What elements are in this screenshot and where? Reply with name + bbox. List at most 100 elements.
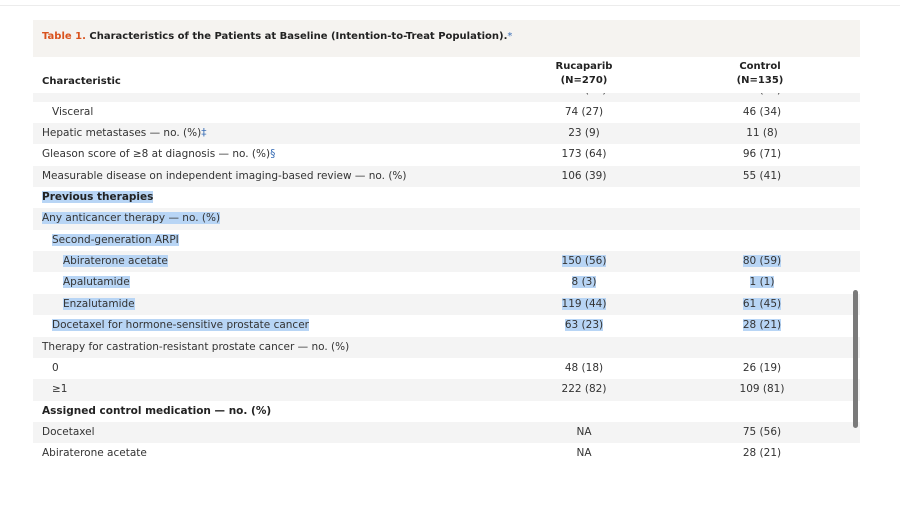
scrollbar[interactable]: [853, 290, 858, 428]
value-text: 11 (8): [746, 127, 778, 139]
value-text: 96 (71): [742, 148, 782, 161]
value-cell: 74 (27): [524, 102, 644, 123]
value-cell: 109 (81): [702, 379, 822, 400]
table-row: Visceral 74 (27) 46 (34): [33, 102, 860, 123]
caption-footnote-mark[interactable]: *: [507, 31, 513, 42]
value-text: 61 (45): [742, 297, 782, 310]
caption-title: Characteristics of the Patients at Basel…: [89, 31, 508, 42]
label-text: Any anticancer therapy — no. (%): [42, 212, 221, 225]
column-n: (N=135): [736, 75, 784, 86]
row-label: Therapy for castration-resistant prostat…: [42, 337, 349, 358]
row-label: Nodal: [52, 93, 82, 102]
header-characteristic: Characteristic: [42, 76, 121, 87]
value-text: 1 (1): [749, 276, 775, 289]
value-cell: 55 (41): [702, 166, 822, 187]
table-body: Nodal 118 (44) 60 (44) Visceral 74 (27) 46 (3…: [33, 93, 860, 466]
value-text: 75 (56): [742, 425, 782, 438]
value-text: 60 (44): [743, 93, 781, 96]
table-row: Assigned control medication — no. (%): [33, 401, 860, 422]
footnote-mark[interactable]: §: [270, 148, 276, 161]
label-text: Abiraterone acetate: [42, 447, 147, 460]
column-name: Control: [739, 61, 781, 72]
value-cell: NA: [524, 443, 644, 464]
value-text: 8 (3): [571, 276, 597, 289]
row-label: Second-generation ARPI: [52, 230, 179, 251]
row-label: Apalutamide: [63, 272, 130, 293]
table-row: Therapy for castration-resistant prostat…: [33, 336, 860, 358]
row-label: Previous therapies: [42, 187, 154, 208]
value-text: 55 (41): [742, 169, 782, 182]
value-cell: 119 (44): [524, 294, 644, 315]
value-text: 46 (34): [742, 105, 782, 118]
value-text: 80 (59): [742, 255, 782, 268]
value-cell: NA: [524, 422, 644, 443]
value-cell: 28 (21): [702, 443, 822, 464]
value-cell: 46 (34): [702, 102, 822, 123]
row-label: Any anticancer therapy — no. (%): [42, 208, 221, 229]
value-text: 173 (64): [561, 148, 607, 161]
label-text: Previous therapies: [42, 191, 154, 204]
label-text: Docetaxel: [42, 425, 95, 438]
table-row: Abiraterone acetate 150 (56) 80 (59): [33, 251, 860, 273]
label-text: 0: [52, 361, 59, 374]
table-row: Enzalutamide 119 (44) 61 (45): [33, 293, 860, 316]
value-cell: 28 (21): [702, 315, 822, 336]
row-label: Docetaxel for hormone-sensitive prostate…: [52, 315, 309, 336]
value-cell: 96 (71): [702, 144, 822, 165]
label-text: Nodal: [52, 93, 82, 96]
table-row: Apalutamide 8 (3) 1 (1): [33, 272, 860, 293]
value-text: 26 (19): [742, 361, 782, 374]
value-text: 74 (27): [564, 105, 604, 118]
value-cell: 63 (23): [524, 315, 644, 336]
row-label: 0: [52, 358, 59, 379]
row-label: ≥1: [52, 379, 67, 400]
row-label: Assigned control medication — no. (%): [42, 401, 271, 422]
label-text: Assigned control medication — no. (%): [42, 404, 272, 417]
value-text: 118 (44): [562, 93, 607, 96]
table-row: Hepatic metastases — no. (%)‡ 23 (9) 11 (8…: [33, 123, 860, 145]
row-label: Enzalutamide: [63, 294, 135, 315]
header-column: Control (N=135): [700, 60, 820, 88]
label-text: Enzalutamide: [63, 297, 135, 310]
column-n: (N=270): [560, 75, 608, 86]
value-text: 28 (21): [742, 319, 782, 332]
row-label: Abiraterone acetate: [42, 443, 147, 464]
value-cell: 118 (44): [524, 93, 644, 102]
value-text: NA: [576, 447, 592, 460]
value-text: 150 (56): [561, 255, 607, 268]
value-text: 28 (21): [742, 447, 782, 460]
value-cell: 75 (56): [702, 422, 822, 443]
value-cell: 222 (82): [524, 379, 644, 400]
label-text: Gleason score of ≥8 at diagnosis — no. (…: [42, 148, 271, 161]
table-row: Gleason score of ≥8 at diagnosis — no. (…: [33, 144, 860, 165]
table-row: Second-generation ARPI: [33, 230, 860, 251]
value-cell: 11 (8): [702, 123, 822, 144]
top-divider: [0, 5, 900, 6]
row-label: Docetaxel: [42, 422, 95, 443]
row-label: Measurable disease on independent imagin…: [42, 166, 407, 187]
label-text: Second-generation ARPI: [52, 233, 179, 246]
row-label: Gleason score of ≥8 at diagnosis — no. (…: [42, 144, 275, 165]
value-cell: 1 (1): [702, 272, 822, 293]
table-row: Previous therapies: [33, 187, 860, 208]
value-cell: 26 (19): [702, 358, 822, 379]
label-text: ≥1: [52, 383, 68, 396]
value-cell: 61 (45): [702, 294, 822, 315]
value-text: 106 (39): [561, 169, 607, 182]
value-text: 109 (81): [739, 383, 785, 396]
value-cell: 106 (39): [524, 166, 644, 187]
label-text: Therapy for castration-resistant prostat…: [42, 340, 350, 353]
footnote-mark[interactable]: ‡: [201, 127, 207, 139]
value-cell: 150 (56): [524, 251, 644, 272]
value-text: 48 (18): [564, 361, 604, 374]
column-name: Rucaparib: [555, 61, 613, 72]
value-text: 63 (23): [564, 319, 604, 332]
table-row: Docetaxel for hormone-sensitive prostate…: [33, 315, 860, 336]
row-label: Abiraterone acetate: [63, 251, 168, 272]
table-row: Abiraterone acetate NA 28 (21): [33, 443, 860, 464]
table-row: Any anticancer therapy — no. (%): [33, 208, 860, 230]
label-text: Hepatic metastases — no. (%): [42, 127, 202, 139]
caption-label: Table 1.: [42, 31, 86, 42]
label-text: Measurable disease on independent imagin…: [42, 169, 407, 182]
